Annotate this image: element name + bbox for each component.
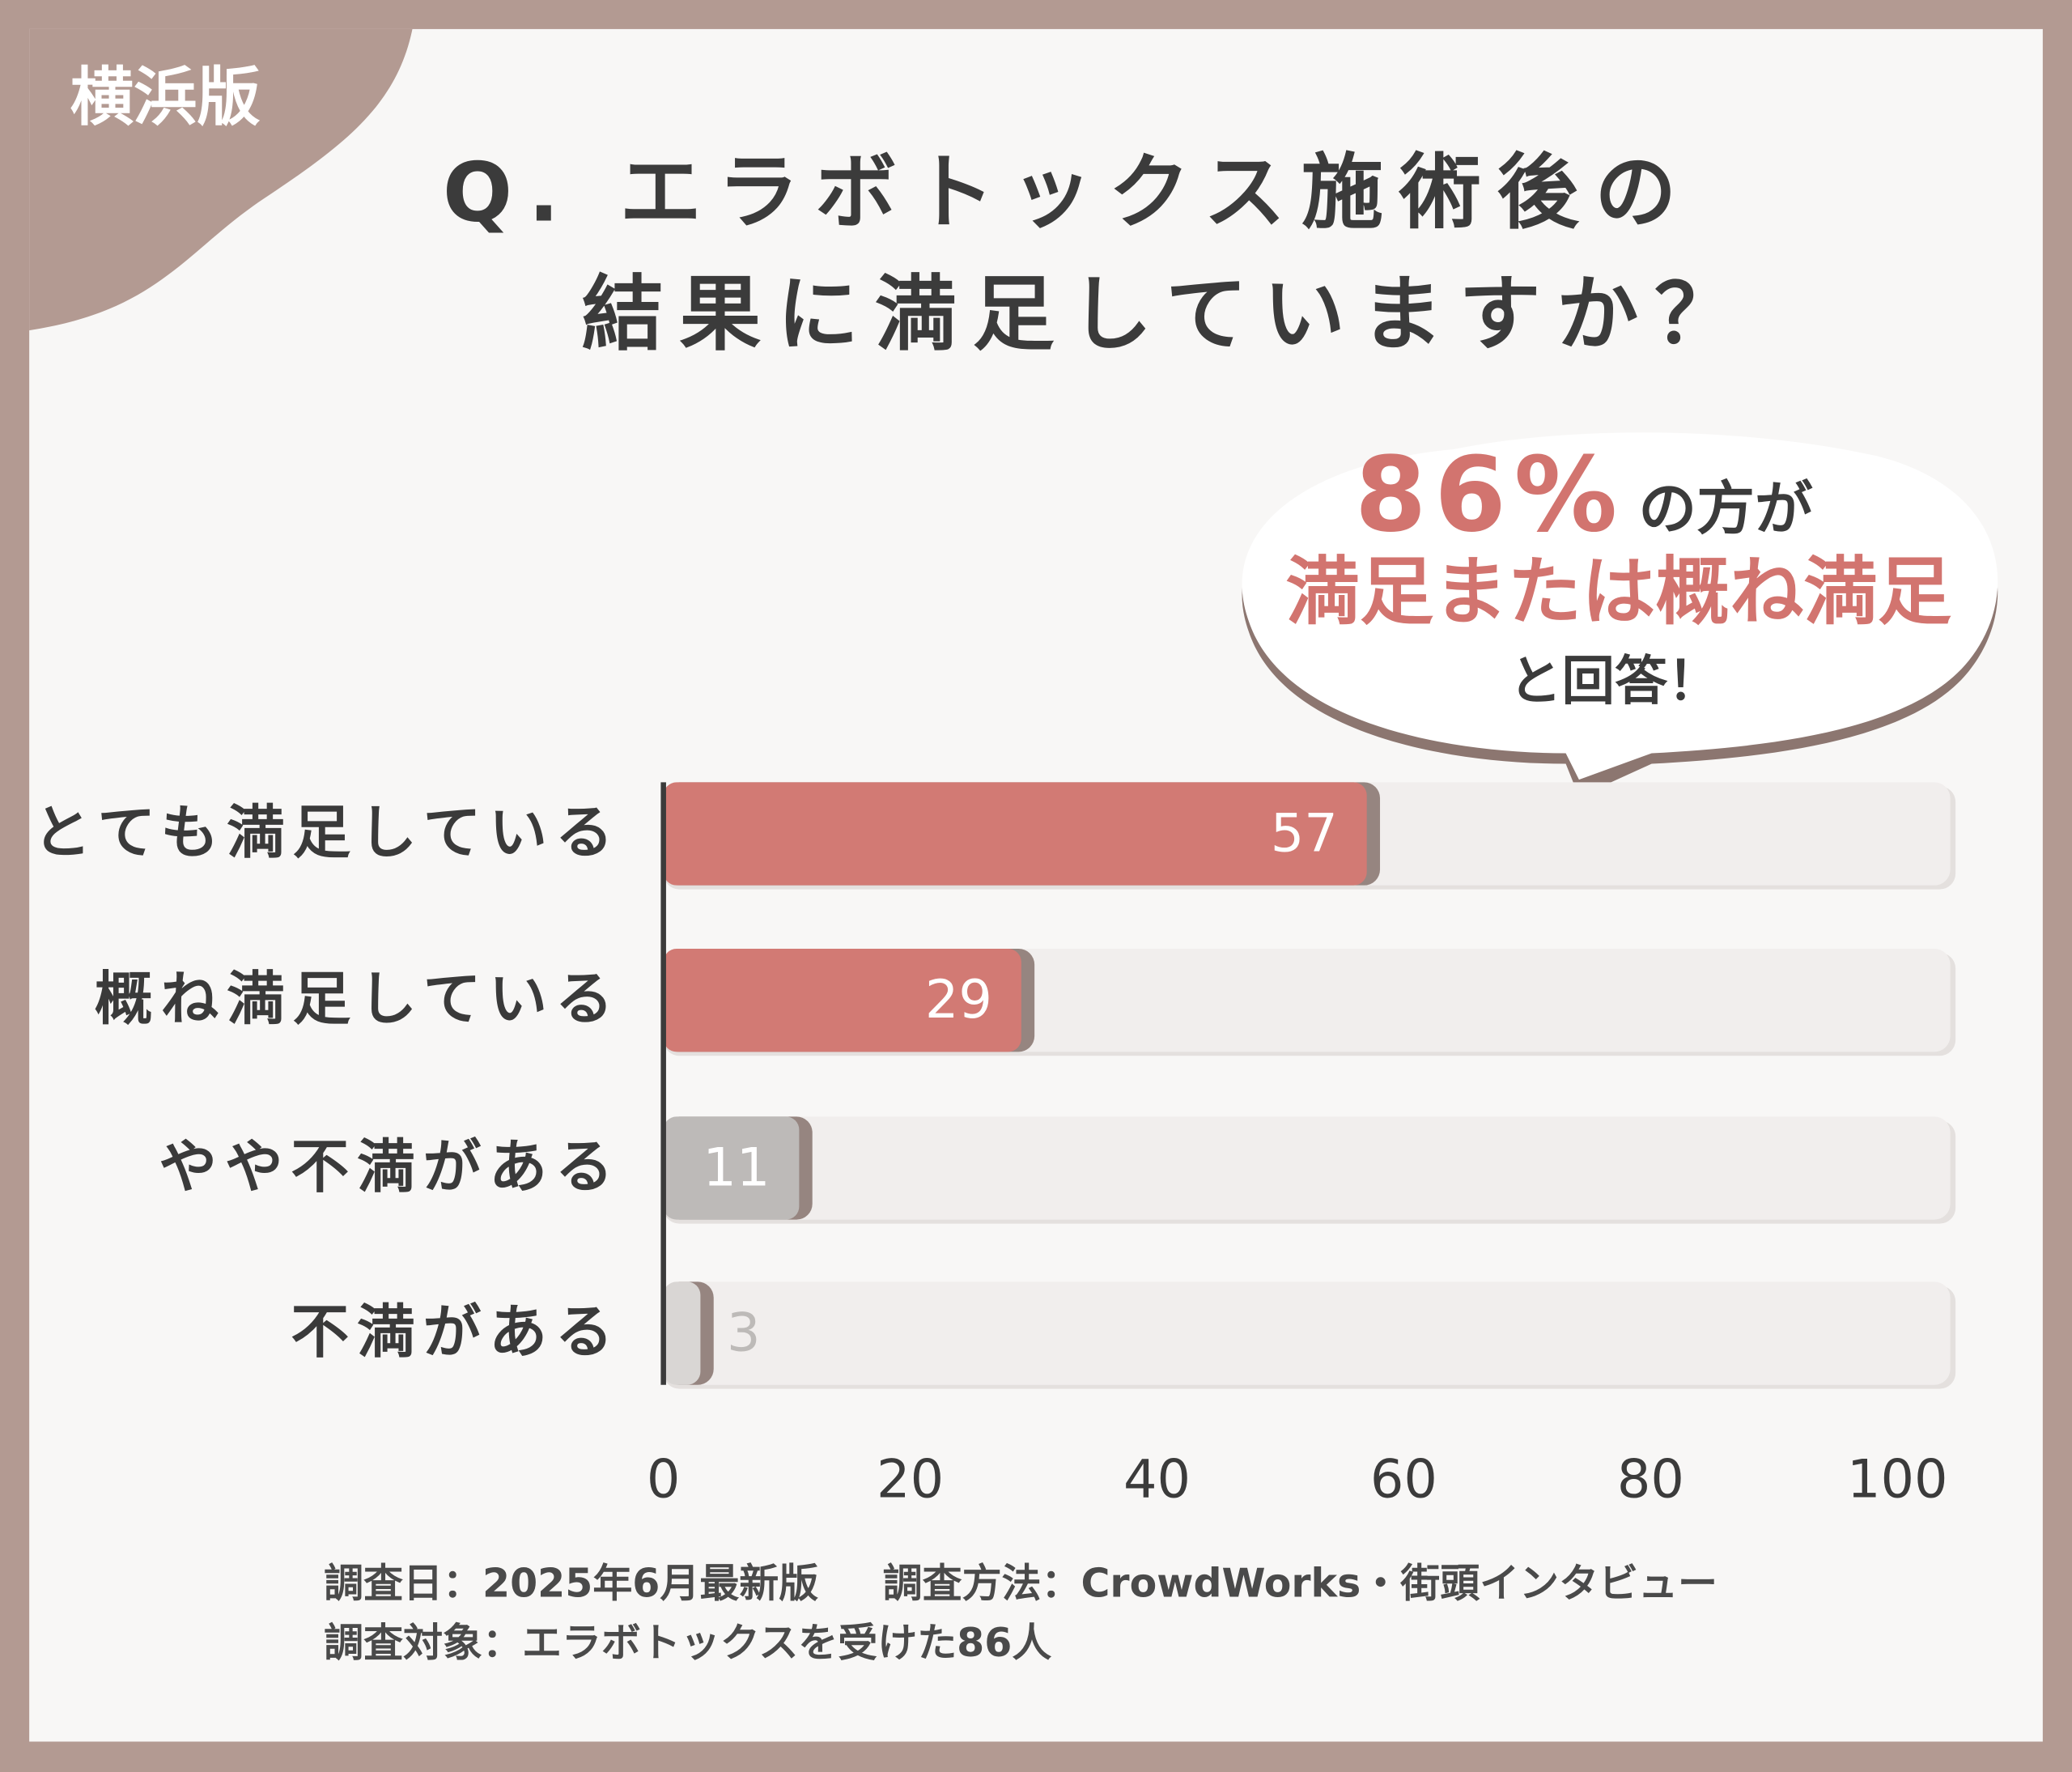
title-line: Q. エラボトックス施術後の <box>443 145 1692 240</box>
badge-shape <box>29 28 413 331</box>
bar <box>663 949 1021 1052</box>
category-label: 概ね満足している <box>95 964 622 1032</box>
bar <box>663 1281 701 1385</box>
x-tick-label: 60 <box>1370 1449 1437 1511</box>
callout-bubble <box>1242 432 1998 780</box>
callout-suffix: の方が <box>1638 474 1813 542</box>
value-label: 11 <box>703 1137 770 1198</box>
footer-note: 調査日：2025年6月最新版 <box>324 1560 818 1606</box>
value-label: 29 <box>925 969 992 1030</box>
callout-line: 満足または概ね満足 <box>1286 549 1952 635</box>
bar-track <box>663 1281 1951 1385</box>
category-label: 不満がある <box>291 1298 621 1366</box>
title-line: 結果に満足していますか？ <box>581 266 1751 362</box>
x-tick-label: 0 <box>647 1449 681 1511</box>
x-tick-label: 20 <box>877 1449 944 1511</box>
category-label: とても満足している <box>33 798 622 866</box>
footer-note: 調査対象：エラボトックスを受けた86人 <box>324 1620 1051 1666</box>
category-label: やや不満がある <box>159 1132 621 1200</box>
value-label: 57 <box>1271 802 1338 864</box>
value-label: 3 <box>727 1302 761 1363</box>
x-tick-label: 40 <box>1123 1449 1191 1511</box>
callout-highlight: 86% <box>1355 436 1625 555</box>
footer-note: 調査方法：CrowdWorks・街頭インタビュー <box>883 1560 1717 1606</box>
x-tick-label: 100 <box>1847 1449 1948 1511</box>
x-tick-label: 80 <box>1617 1449 1684 1511</box>
bar <box>663 782 1367 886</box>
bar-track <box>663 1116 1951 1220</box>
bar <box>663 1116 800 1220</box>
callout-line: と回答！ <box>1509 651 1720 712</box>
badge-text: 横浜版 <box>70 61 261 134</box>
